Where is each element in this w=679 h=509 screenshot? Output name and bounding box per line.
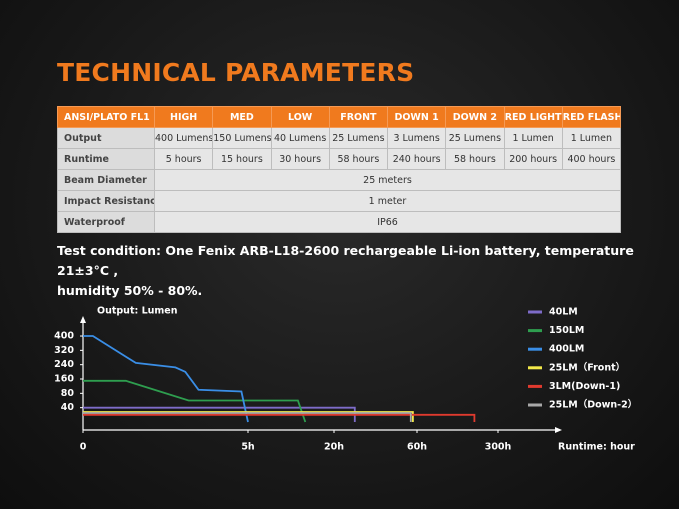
legend-label: 150LM: [549, 325, 584, 336]
row-label: Waterproof: [57, 211, 155, 233]
y-tick-label: 240: [54, 359, 74, 370]
cell: 25 meters: [154, 169, 621, 191]
cell: 30 hours: [270, 148, 330, 170]
table-row: Beam Diameter 25 meters: [57, 169, 621, 191]
cell: 240 hours: [386, 148, 447, 170]
cell: 58 hours: [445, 148, 505, 170]
row-label: Impact Resistance: [57, 190, 155, 212]
x-axis-arrow: [555, 427, 562, 433]
legend-label: 25LM（Down-2）: [549, 399, 637, 411]
cell: 40 Lumens: [270, 127, 330, 149]
cell: 25 Lumens: [445, 127, 505, 149]
y-tick-label: 400: [54, 331, 74, 342]
cell: 15 hours: [212, 148, 272, 170]
legend-label: 40LM: [549, 307, 578, 318]
cell: 1 Lumen: [503, 127, 563, 149]
series-line: [83, 406, 356, 422]
condition-line: humidity 50% - 80%.: [57, 283, 203, 298]
y-tick-label: 160: [54, 374, 74, 385]
cell: 400 hours: [561, 148, 622, 170]
legend-label: 25LM（Front）: [549, 361, 625, 373]
spec-table: ANSI/PLATO FL1 HIGH MED LOW FRONT DOWN 1 DOWN …: [57, 106, 622, 233]
x-tick-label: 20h: [324, 442, 344, 453]
series-line: [83, 411, 414, 422]
table-row: Impact Resistance 1 meter: [57, 190, 621, 212]
legend-label: 400LM: [549, 344, 584, 355]
x-tick-label: 0: [80, 442, 87, 453]
y-tick-label: 80: [61, 388, 75, 399]
header-cell: MED: [212, 106, 272, 128]
header-cell: RED LIGHT: [503, 106, 563, 128]
header-row: ANSI/PLATO FL1 HIGH MED LOW FRONT DOWN 1 DOWN …: [57, 106, 622, 128]
condition-line: Test condition: One Fenix ARB-L18-2600 r…: [57, 243, 634, 278]
header-cell: FRONT: [328, 106, 389, 128]
x-tick-label: 300h: [485, 442, 512, 453]
cell: 3 Lumens: [386, 127, 447, 149]
series-line: [83, 379, 307, 423]
cell: 200 hours: [503, 148, 563, 170]
series-line: [83, 335, 249, 423]
table-row: Waterproof IP66: [57, 211, 621, 233]
table-row: Runtime 5 hours 15 hours 30 hours 58 hours 24…: [57, 148, 622, 170]
cell: 400 Lumens: [153, 127, 214, 149]
series-line: [83, 413, 476, 422]
legend-label: 3LM(Down-1): [549, 381, 620, 392]
x-axis-label: Runtime: hour: [558, 442, 635, 453]
y-axis-arrow: [80, 316, 86, 323]
y-tick-label: 320: [54, 345, 74, 356]
y-axis-label: Output: Lumen: [97, 306, 178, 317]
test-condition: Test condition: One Fenix ARB-L18-2600 r…: [57, 241, 679, 301]
x-tick-label: 5h: [241, 442, 255, 453]
cell: 58 hours: [328, 148, 389, 170]
series-line: [83, 412, 412, 422]
header-cell: DOWN 2: [445, 106, 505, 128]
page-title: TECHNICAL PARAMETERS: [57, 58, 415, 87]
cell: IP66: [154, 211, 621, 233]
y-tick-label: 40: [61, 402, 75, 413]
x-tick-label: 60h: [407, 442, 427, 453]
header-cell: RED FLASH: [561, 106, 622, 128]
cell: 1 meter: [154, 190, 621, 212]
